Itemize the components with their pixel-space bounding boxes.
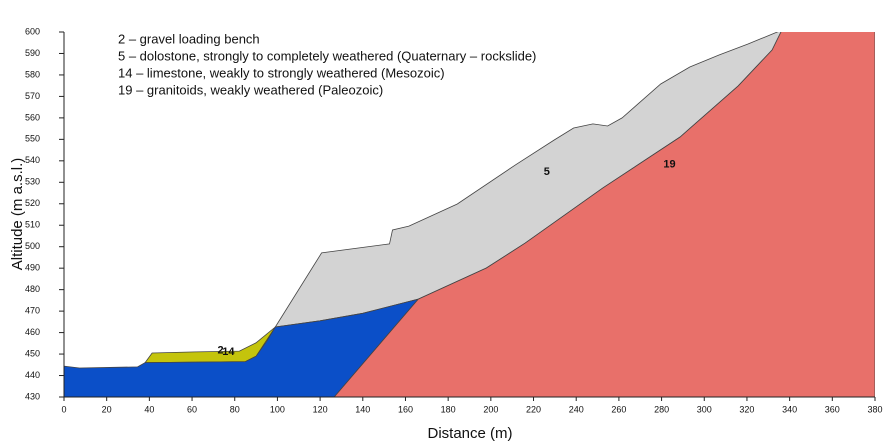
y-tick-label: 470: [25, 305, 40, 315]
x-tick-label: 280: [654, 404, 669, 414]
legend-entry: 2 – gravel loading bench: [118, 31, 260, 46]
unit-label: 19: [663, 158, 675, 170]
legend-entry: 19 – granitoids, weakly weathered (Paleo…: [118, 82, 383, 97]
x-tick-label: 40: [144, 404, 154, 414]
y-tick-label: 450: [25, 348, 40, 358]
x-tick-label: 360: [825, 404, 840, 414]
y-tick-label: 530: [25, 177, 40, 187]
y-tick-label: 510: [25, 220, 40, 230]
x-tick-label: 80: [230, 404, 240, 414]
x-tick-label: 120: [313, 404, 328, 414]
y-tick-label: 600: [25, 26, 40, 36]
x-tick-label: 380: [867, 404, 882, 414]
x-tick-label: 140: [355, 404, 370, 414]
y-tick-label: 460: [25, 327, 40, 337]
x-tick-label: 20: [102, 404, 112, 414]
legend-entry: 5 – dolostone, strongly to completely we…: [118, 48, 536, 63]
x-tick-label: 100: [270, 404, 285, 414]
x-tick-label: 260: [611, 404, 626, 414]
x-tick-label: 320: [739, 404, 754, 414]
y-tick-label: 550: [25, 134, 40, 144]
y-tick-label: 580: [25, 69, 40, 79]
chart: 251419 Distance (m) Altitude (m a.s.l.) …: [0, 0, 887, 445]
x-tick-label: 60: [187, 404, 197, 414]
x-tick-label: 240: [569, 404, 584, 414]
x-tick-label: 0: [61, 404, 66, 414]
y-tick-label: 560: [25, 112, 40, 122]
y-tick-label: 520: [25, 198, 40, 208]
x-tick-label: 340: [782, 404, 797, 414]
y-tick-label: 540: [25, 155, 40, 165]
x-tick-label: 180: [441, 404, 456, 414]
x-tick-label: 160: [398, 404, 413, 414]
unit-label: 14: [222, 346, 235, 358]
x-axis-title: Distance (m): [427, 425, 512, 442]
y-tick-label: 490: [25, 263, 40, 273]
y-tick-label: 590: [25, 48, 40, 58]
x-tick-label: 200: [483, 404, 498, 414]
x-tick-label: 300: [697, 404, 712, 414]
y-tick-label: 570: [25, 91, 40, 101]
y-tick-label: 430: [25, 391, 40, 401]
y-tick-label: 500: [25, 241, 40, 251]
y-tick-label: 440: [25, 370, 40, 380]
unit-label: 5: [544, 166, 550, 178]
legend-entry: 14 – limestone, weakly to strongly weath…: [118, 65, 445, 80]
y-axis-title: Altitude (m a.s.l.): [9, 158, 26, 271]
y-tick-label: 480: [25, 284, 40, 294]
x-tick-label: 220: [526, 404, 541, 414]
